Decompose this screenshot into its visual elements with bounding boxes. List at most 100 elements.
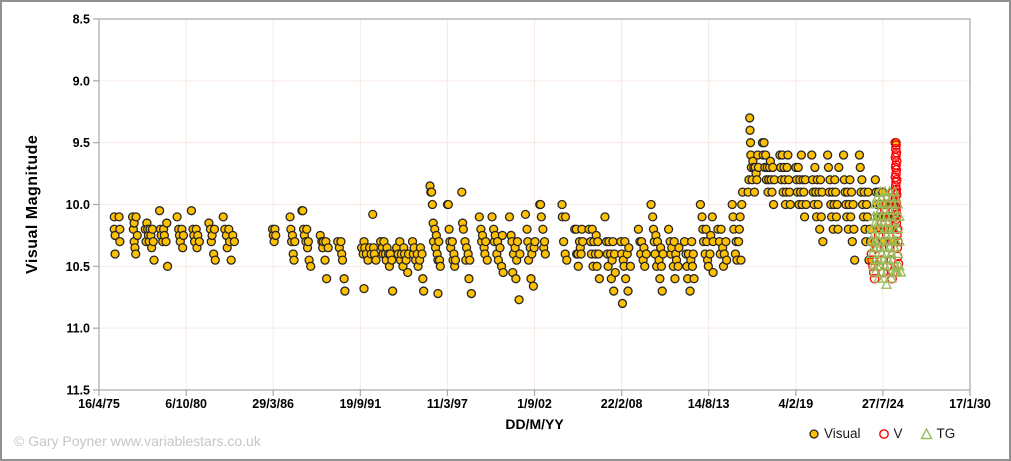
data-point-visual <box>110 249 120 259</box>
data-point-visual <box>768 162 778 173</box>
data-point-visual <box>536 212 546 222</box>
data-point-visual <box>688 249 698 259</box>
data-point-tg <box>895 266 907 277</box>
legend: Visual V TG <box>808 426 955 441</box>
data-point-visual <box>115 224 125 234</box>
data-point-visual <box>609 286 619 296</box>
data-point-visual <box>162 261 173 271</box>
data-point-tg <box>877 272 890 283</box>
data-point-visual <box>359 283 369 294</box>
y-tick-label: 8.5 <box>73 13 90 27</box>
tg-marker-icon-glyph <box>919 427 933 439</box>
data-point-visual <box>464 274 474 284</box>
data-point-visual <box>558 236 569 247</box>
legend-label-visual: Visual <box>824 426 861 441</box>
data-point-visual <box>641 249 651 259</box>
data-point-visual <box>782 162 792 173</box>
data-point-visual <box>148 236 158 247</box>
data-point-v <box>873 230 884 241</box>
data-point-visual <box>323 243 333 253</box>
data-point-visual <box>285 212 295 222</box>
data-point-visual <box>481 236 491 247</box>
data-point-visual <box>745 113 755 123</box>
data-point-tg <box>891 222 904 234</box>
x-tick-label: 19/9/91 <box>339 397 381 411</box>
data-point-visual <box>610 267 620 278</box>
data-point-visual <box>855 162 865 173</box>
data-point-visual <box>592 261 602 271</box>
data-point-visual <box>114 212 124 222</box>
data-point-visual <box>799 212 810 222</box>
data-point-visual <box>447 236 457 247</box>
data-point-visual <box>418 286 429 296</box>
visual-marker-icon <box>809 428 819 439</box>
data-point-visual <box>298 206 308 216</box>
data-point-visual <box>759 138 769 148</box>
data-point-visual <box>474 212 484 222</box>
data-point-visual <box>822 150 833 160</box>
data-point-visual <box>573 261 583 271</box>
data-point-visual <box>303 236 313 247</box>
data-point-visual <box>149 255 159 265</box>
data-point-visual <box>785 199 795 210</box>
x-tick-label: 22/2/08 <box>601 397 643 411</box>
data-point-visual <box>450 255 461 265</box>
data-point-visual <box>368 209 378 220</box>
data-point-visual <box>734 224 745 234</box>
data-point-visual <box>434 236 444 247</box>
data-point-visual <box>657 286 667 296</box>
data-point-visual <box>857 175 867 185</box>
data-point-visual <box>863 187 873 197</box>
data-point-visual <box>749 187 760 197</box>
data-point-visual <box>387 286 398 296</box>
data-point-visual <box>870 175 881 185</box>
data-point-visual <box>535 199 546 210</box>
data-point-visual <box>528 281 539 291</box>
data-point-visual <box>716 224 726 234</box>
data-point-visual <box>443 199 453 210</box>
data-point-visual <box>426 187 437 197</box>
data-point-visual <box>656 261 667 271</box>
data-point-visual <box>271 230 281 241</box>
data-point-visual <box>670 274 680 284</box>
data-point-visual <box>810 162 820 173</box>
data-point-visual <box>498 267 508 278</box>
data-point-visual <box>745 138 756 148</box>
data-point-tg <box>887 253 899 265</box>
data-point-visual <box>854 150 865 160</box>
data-point-visual <box>557 199 567 210</box>
y-tick-label: 10.0 <box>66 198 90 212</box>
copyright-text: © Gary Poyner www.variablestars.co.uk <box>14 433 261 449</box>
x-tick-label: 6/10/80 <box>165 397 207 411</box>
data-point-tg <box>883 259 896 271</box>
y-tick-label: 10.5 <box>66 260 90 274</box>
data-point-visual <box>290 236 300 247</box>
data-point-visual <box>701 224 711 234</box>
data-point-visual <box>849 224 859 234</box>
data-point-visual <box>418 274 428 284</box>
data-point-visual <box>815 175 826 185</box>
data-point-visual <box>793 162 803 173</box>
data-point-visual <box>796 150 807 160</box>
data-point-visual <box>132 230 142 241</box>
v-marker-icon <box>878 428 889 439</box>
data-point-visual <box>736 255 746 265</box>
data-point-visual <box>816 212 826 222</box>
data-point-visual <box>131 212 141 222</box>
x-tick-label: 14/8/13 <box>688 397 730 411</box>
data-point-visual <box>624 243 634 253</box>
data-point-visual <box>850 255 860 265</box>
data-point-visual <box>497 230 508 241</box>
x-tick-label: 17/1/30 <box>949 397 991 411</box>
data-point-visual <box>147 224 158 234</box>
data-point-tg <box>866 247 878 259</box>
data-point-visual <box>504 212 515 222</box>
data-point-visual <box>562 255 572 265</box>
data-point-visual <box>838 150 849 160</box>
data-point-visual <box>625 261 636 271</box>
data-point-visual <box>522 224 532 234</box>
y-tick-label: 11.5 <box>66 384 90 398</box>
data-point-tg <box>891 247 904 259</box>
